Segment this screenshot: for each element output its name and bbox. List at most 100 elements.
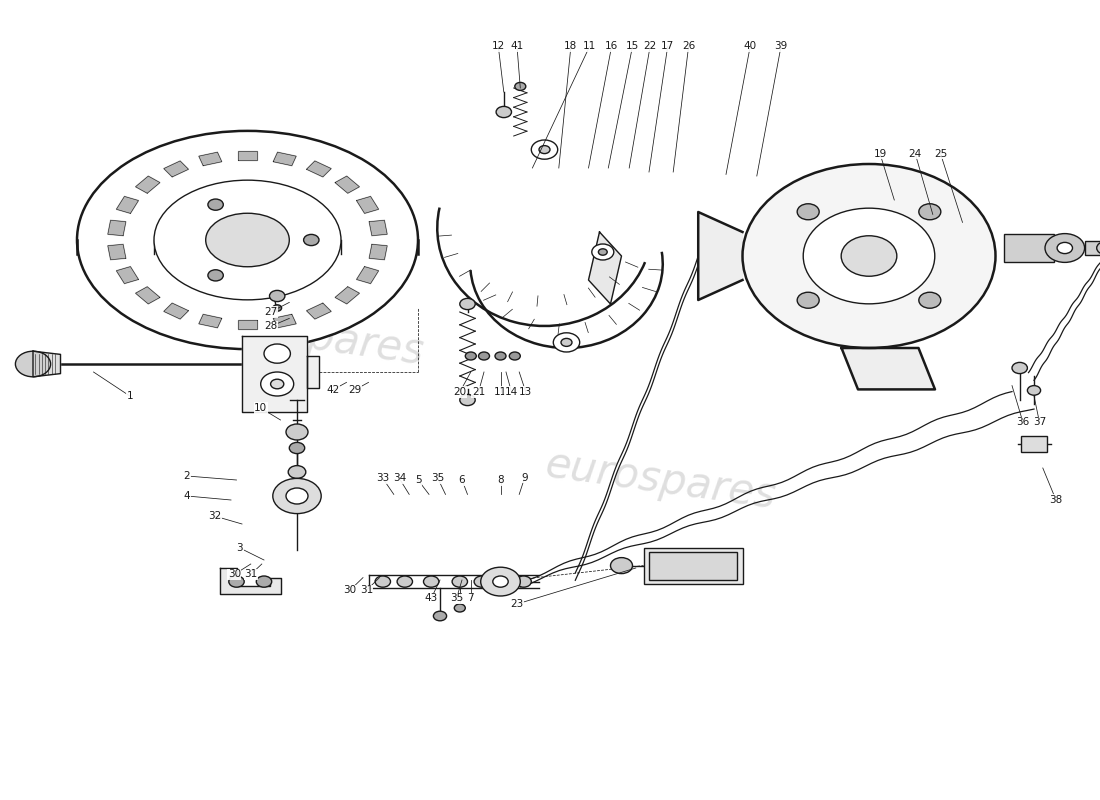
- Text: 8: 8: [497, 475, 504, 485]
- Circle shape: [208, 199, 223, 210]
- Circle shape: [273, 478, 321, 514]
- Text: 37: 37: [1033, 418, 1046, 427]
- Text: 34: 34: [393, 474, 406, 483]
- Circle shape: [493, 576, 508, 587]
- Text: eurospares: eurospares: [542, 443, 778, 517]
- Polygon shape: [33, 351, 60, 377]
- Text: 31: 31: [244, 570, 257, 579]
- Circle shape: [433, 611, 447, 621]
- Circle shape: [229, 576, 244, 587]
- Circle shape: [270, 290, 285, 302]
- Polygon shape: [199, 314, 222, 328]
- Text: 2: 2: [184, 471, 190, 481]
- Polygon shape: [238, 319, 257, 330]
- Text: 21: 21: [472, 387, 485, 397]
- Polygon shape: [307, 303, 331, 319]
- Circle shape: [460, 394, 475, 406]
- Circle shape: [1057, 242, 1072, 254]
- Polygon shape: [370, 220, 387, 236]
- Text: 13: 13: [519, 387, 532, 397]
- Polygon shape: [117, 266, 139, 283]
- Circle shape: [496, 106, 512, 118]
- Circle shape: [273, 305, 282, 311]
- Circle shape: [478, 352, 490, 360]
- Circle shape: [539, 146, 550, 154]
- Text: 4: 4: [184, 491, 190, 501]
- Circle shape: [454, 604, 465, 612]
- Circle shape: [1097, 242, 1100, 254]
- Circle shape: [515, 82, 526, 90]
- Circle shape: [598, 249, 607, 255]
- Circle shape: [465, 352, 476, 360]
- Polygon shape: [242, 336, 308, 411]
- Circle shape: [264, 344, 290, 363]
- Text: 5: 5: [415, 475, 421, 485]
- Polygon shape: [220, 568, 280, 594]
- Circle shape: [424, 576, 439, 587]
- Text: 16: 16: [605, 42, 618, 51]
- Text: 19: 19: [873, 149, 887, 158]
- Circle shape: [803, 208, 935, 304]
- Circle shape: [1027, 386, 1041, 395]
- Circle shape: [610, 558, 632, 574]
- Circle shape: [460, 298, 475, 310]
- Circle shape: [553, 333, 580, 352]
- Circle shape: [531, 140, 558, 159]
- Text: 38: 38: [1049, 495, 1063, 505]
- Text: 23: 23: [510, 599, 524, 609]
- Bar: [1021, 436, 1047, 452]
- Polygon shape: [164, 161, 188, 177]
- Ellipse shape: [77, 131, 418, 349]
- Circle shape: [15, 351, 51, 377]
- Text: 31: 31: [360, 586, 373, 595]
- Polygon shape: [135, 176, 160, 194]
- Text: 20: 20: [453, 387, 466, 397]
- Polygon shape: [238, 150, 257, 161]
- Text: 40: 40: [744, 42, 757, 51]
- Text: 32: 32: [208, 511, 221, 521]
- Text: 41: 41: [510, 42, 524, 51]
- Circle shape: [918, 292, 940, 308]
- Polygon shape: [356, 197, 378, 214]
- Circle shape: [289, 442, 305, 454]
- Bar: [1085, 241, 1100, 255]
- Polygon shape: [273, 314, 296, 328]
- Polygon shape: [336, 286, 360, 304]
- Polygon shape: [842, 348, 935, 390]
- Ellipse shape: [154, 180, 341, 300]
- Text: 30: 30: [228, 570, 241, 579]
- Circle shape: [561, 338, 572, 346]
- Circle shape: [286, 424, 308, 440]
- Polygon shape: [273, 152, 296, 166]
- Circle shape: [1012, 362, 1027, 374]
- Polygon shape: [117, 197, 139, 214]
- Text: 1: 1: [126, 391, 133, 401]
- Text: 27: 27: [264, 307, 277, 317]
- Circle shape: [481, 567, 520, 596]
- Ellipse shape: [206, 214, 289, 266]
- Circle shape: [256, 576, 272, 587]
- Text: 22: 22: [644, 42, 657, 51]
- Circle shape: [742, 164, 996, 348]
- Circle shape: [304, 234, 319, 246]
- Polygon shape: [308, 356, 319, 388]
- Polygon shape: [336, 176, 360, 194]
- Text: 3: 3: [236, 543, 243, 553]
- Bar: [644, 548, 743, 584]
- Polygon shape: [356, 266, 378, 283]
- Text: eurospares: eurospares: [190, 299, 426, 373]
- Text: 11: 11: [494, 387, 507, 397]
- Circle shape: [842, 236, 896, 276]
- Text: 14: 14: [505, 387, 518, 397]
- Text: 29: 29: [349, 385, 362, 394]
- Text: 43: 43: [425, 594, 438, 603]
- Text: 24: 24: [909, 149, 922, 158]
- Polygon shape: [199, 152, 222, 166]
- Text: 35: 35: [431, 474, 444, 483]
- Text: 25: 25: [934, 149, 947, 158]
- Circle shape: [592, 244, 614, 260]
- Text: 36: 36: [1016, 418, 1030, 427]
- Circle shape: [918, 204, 940, 220]
- Polygon shape: [164, 303, 188, 319]
- Circle shape: [474, 576, 490, 587]
